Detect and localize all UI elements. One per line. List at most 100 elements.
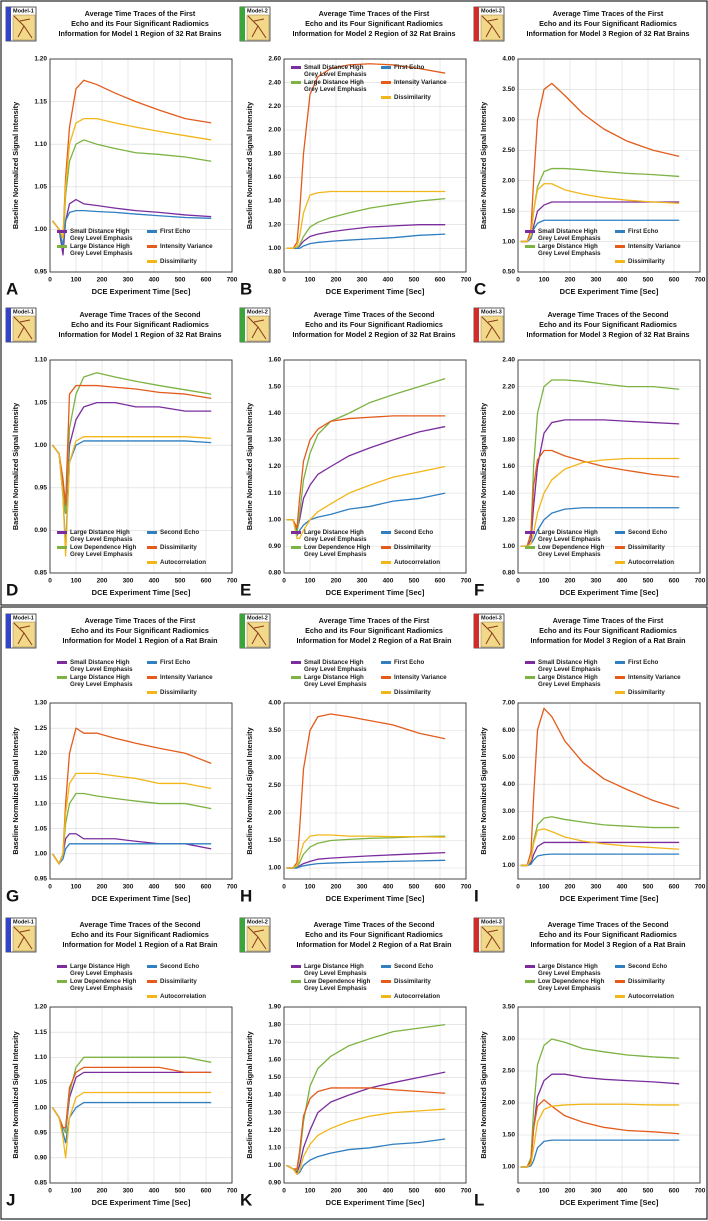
legend-entry: Large Distance High Grey Level Emphasis — [291, 674, 377, 688]
y-axis-label: Baseline Normalized Signal Intensity — [245, 1030, 254, 1158]
x-tick-label: 300 — [123, 884, 134, 891]
legend-swatch — [147, 546, 157, 549]
x-tick-label: 100 — [305, 1188, 316, 1195]
model-label: Model-1 — [13, 919, 34, 925]
legend-swatch — [381, 531, 391, 534]
series-line — [286, 1023, 446, 1172]
legend-text: Intensity Variance — [394, 79, 447, 86]
model-icon: Model-3 — [473, 307, 505, 343]
legend-swatch — [381, 691, 391, 694]
x-tick-label: 700 — [461, 277, 472, 284]
x-axis-label: DCE Experiment Time [Sec] — [326, 1198, 425, 1207]
legend-text: Large Distance High Grey Level Emphasis — [304, 963, 367, 977]
x-axis-label: DCE Experiment Time [Sec] — [560, 1198, 659, 1207]
plot-frame — [49, 702, 233, 880]
series-line — [520, 219, 680, 243]
legend-entry: Small Distance High Grey Level Emphasis — [291, 659, 377, 673]
y-tick-label: 1.70 — [268, 1039, 281, 1046]
x-tick-label: 300 — [357, 1188, 368, 1195]
legend-text: Large Distance High Grey Level Emphasis — [70, 243, 133, 257]
chart-title: Echo and its Four Significant Radiomics — [539, 930, 677, 939]
legend-swatch — [525, 676, 535, 679]
x-tick-label: 300 — [357, 277, 368, 284]
legend-swatch — [615, 980, 625, 983]
y-tick-label: 2.00 — [502, 835, 515, 842]
y-tick-label: 0.90 — [34, 527, 47, 534]
legend-text: Second Echo — [394, 963, 434, 970]
legend-text: Dissimilarity — [628, 258, 665, 265]
x-tick-label: 400 — [617, 277, 628, 284]
x-tick-label: 500 — [409, 1188, 420, 1195]
icon-strip — [6, 918, 11, 952]
x-tick-label: 400 — [617, 1188, 628, 1195]
series-line — [520, 841, 680, 867]
x-tick-label: 100 — [71, 277, 82, 284]
legend-entry: Intensity Variance — [381, 79, 455, 93]
icon-vessels — [481, 926, 501, 950]
y-tick-label: 2.00 — [502, 1100, 515, 1107]
x-tick-label: 700 — [695, 277, 706, 284]
series-line — [52, 198, 212, 256]
icon-strip — [474, 614, 479, 648]
legend-entry: First Echo — [381, 64, 455, 78]
y-tick-label: 3.50 — [502, 86, 515, 93]
y-tick-label: 2.00 — [502, 177, 515, 184]
y-tick-label: 1.10 — [268, 1145, 281, 1152]
icon-strip — [6, 308, 11, 342]
icon-strip — [240, 918, 245, 952]
legend-entry: Dissimilarity — [147, 689, 221, 696]
series-line — [286, 233, 446, 249]
legend-entry: Autocorrelation — [615, 559, 689, 566]
panel-label: A — [6, 279, 18, 298]
x-axis-label: DCE Experiment Time [Sec] — [92, 894, 191, 903]
x-axis-label: DCE Experiment Time [Sec] — [560, 588, 659, 597]
legend-text: Low Dependence High Grey Level Emphasis — [304, 544, 371, 558]
legend-entry: Large Distance High Grey Level Emphasis — [57, 529, 143, 543]
x-tick-label: 400 — [383, 1188, 394, 1195]
series-line — [286, 1087, 446, 1170]
legend-entry: Low Dependence High Grey Level Emphasis — [525, 978, 611, 992]
y-tick-label: 1.00 — [268, 245, 281, 252]
legend-text: Low Dependence High Grey Level Emphasis — [70, 544, 137, 558]
chart-title: Echo and its Four Significant Radiomics — [305, 320, 443, 329]
legend-entry: Second Echo — [381, 529, 455, 543]
y-tick-label: 3.50 — [502, 1004, 515, 1011]
series-line — [52, 1056, 212, 1134]
x-axis-label: DCE Experiment Time [Sec] — [560, 894, 659, 903]
x-tick-label: 200 — [97, 1188, 108, 1195]
y-tick-label: 1.10 — [34, 357, 47, 364]
x-tick-label: 400 — [149, 277, 160, 284]
legend-entry: Small Distance High Grey Level Emphasis — [525, 659, 611, 673]
y-tick-label: 0.80 — [502, 570, 515, 577]
group-frame — [0, 606, 708, 1220]
x-tick-label: 300 — [123, 277, 134, 284]
legend-entry: Large Distance High Grey Level Emphasis — [525, 243, 611, 257]
x-axis-label: DCE Experiment Time [Sec] — [326, 894, 425, 903]
x-axis-label: DCE Experiment Time [Sec] — [92, 1198, 191, 1207]
series-line — [52, 1101, 212, 1144]
chart-title: Information for Model 1 Region of a Rat … — [63, 636, 218, 645]
y-tick-label: 2.40 — [268, 79, 281, 86]
icon-vessels — [481, 622, 501, 646]
y-tick-label: 3.00 — [502, 117, 515, 124]
legend-text: Autocorrelation — [394, 993, 441, 1000]
icon-strip — [474, 7, 479, 41]
x-tick-label: 700 — [227, 578, 238, 585]
series-line — [520, 457, 680, 548]
plot-frame — [517, 58, 701, 273]
series-line — [286, 378, 446, 534]
model-label: Model-1 — [13, 309, 34, 315]
x-tick-label: 500 — [175, 277, 186, 284]
legend: Small Distance High Grey Level Emphasis L… — [291, 659, 459, 696]
y-tick-label: 1.00 — [34, 442, 47, 449]
x-tick-label: 400 — [617, 578, 628, 585]
legend-text: First Echo — [394, 659, 425, 666]
legend-entry: Dissimilarity — [147, 258, 221, 265]
x-tick-label: 100 — [305, 578, 316, 585]
group-frame — [0, 0, 708, 606]
series-line — [52, 117, 212, 239]
legend-swatch — [525, 661, 535, 664]
x-tick-label: 200 — [331, 277, 342, 284]
y-tick-label: 3.00 — [502, 1036, 515, 1043]
